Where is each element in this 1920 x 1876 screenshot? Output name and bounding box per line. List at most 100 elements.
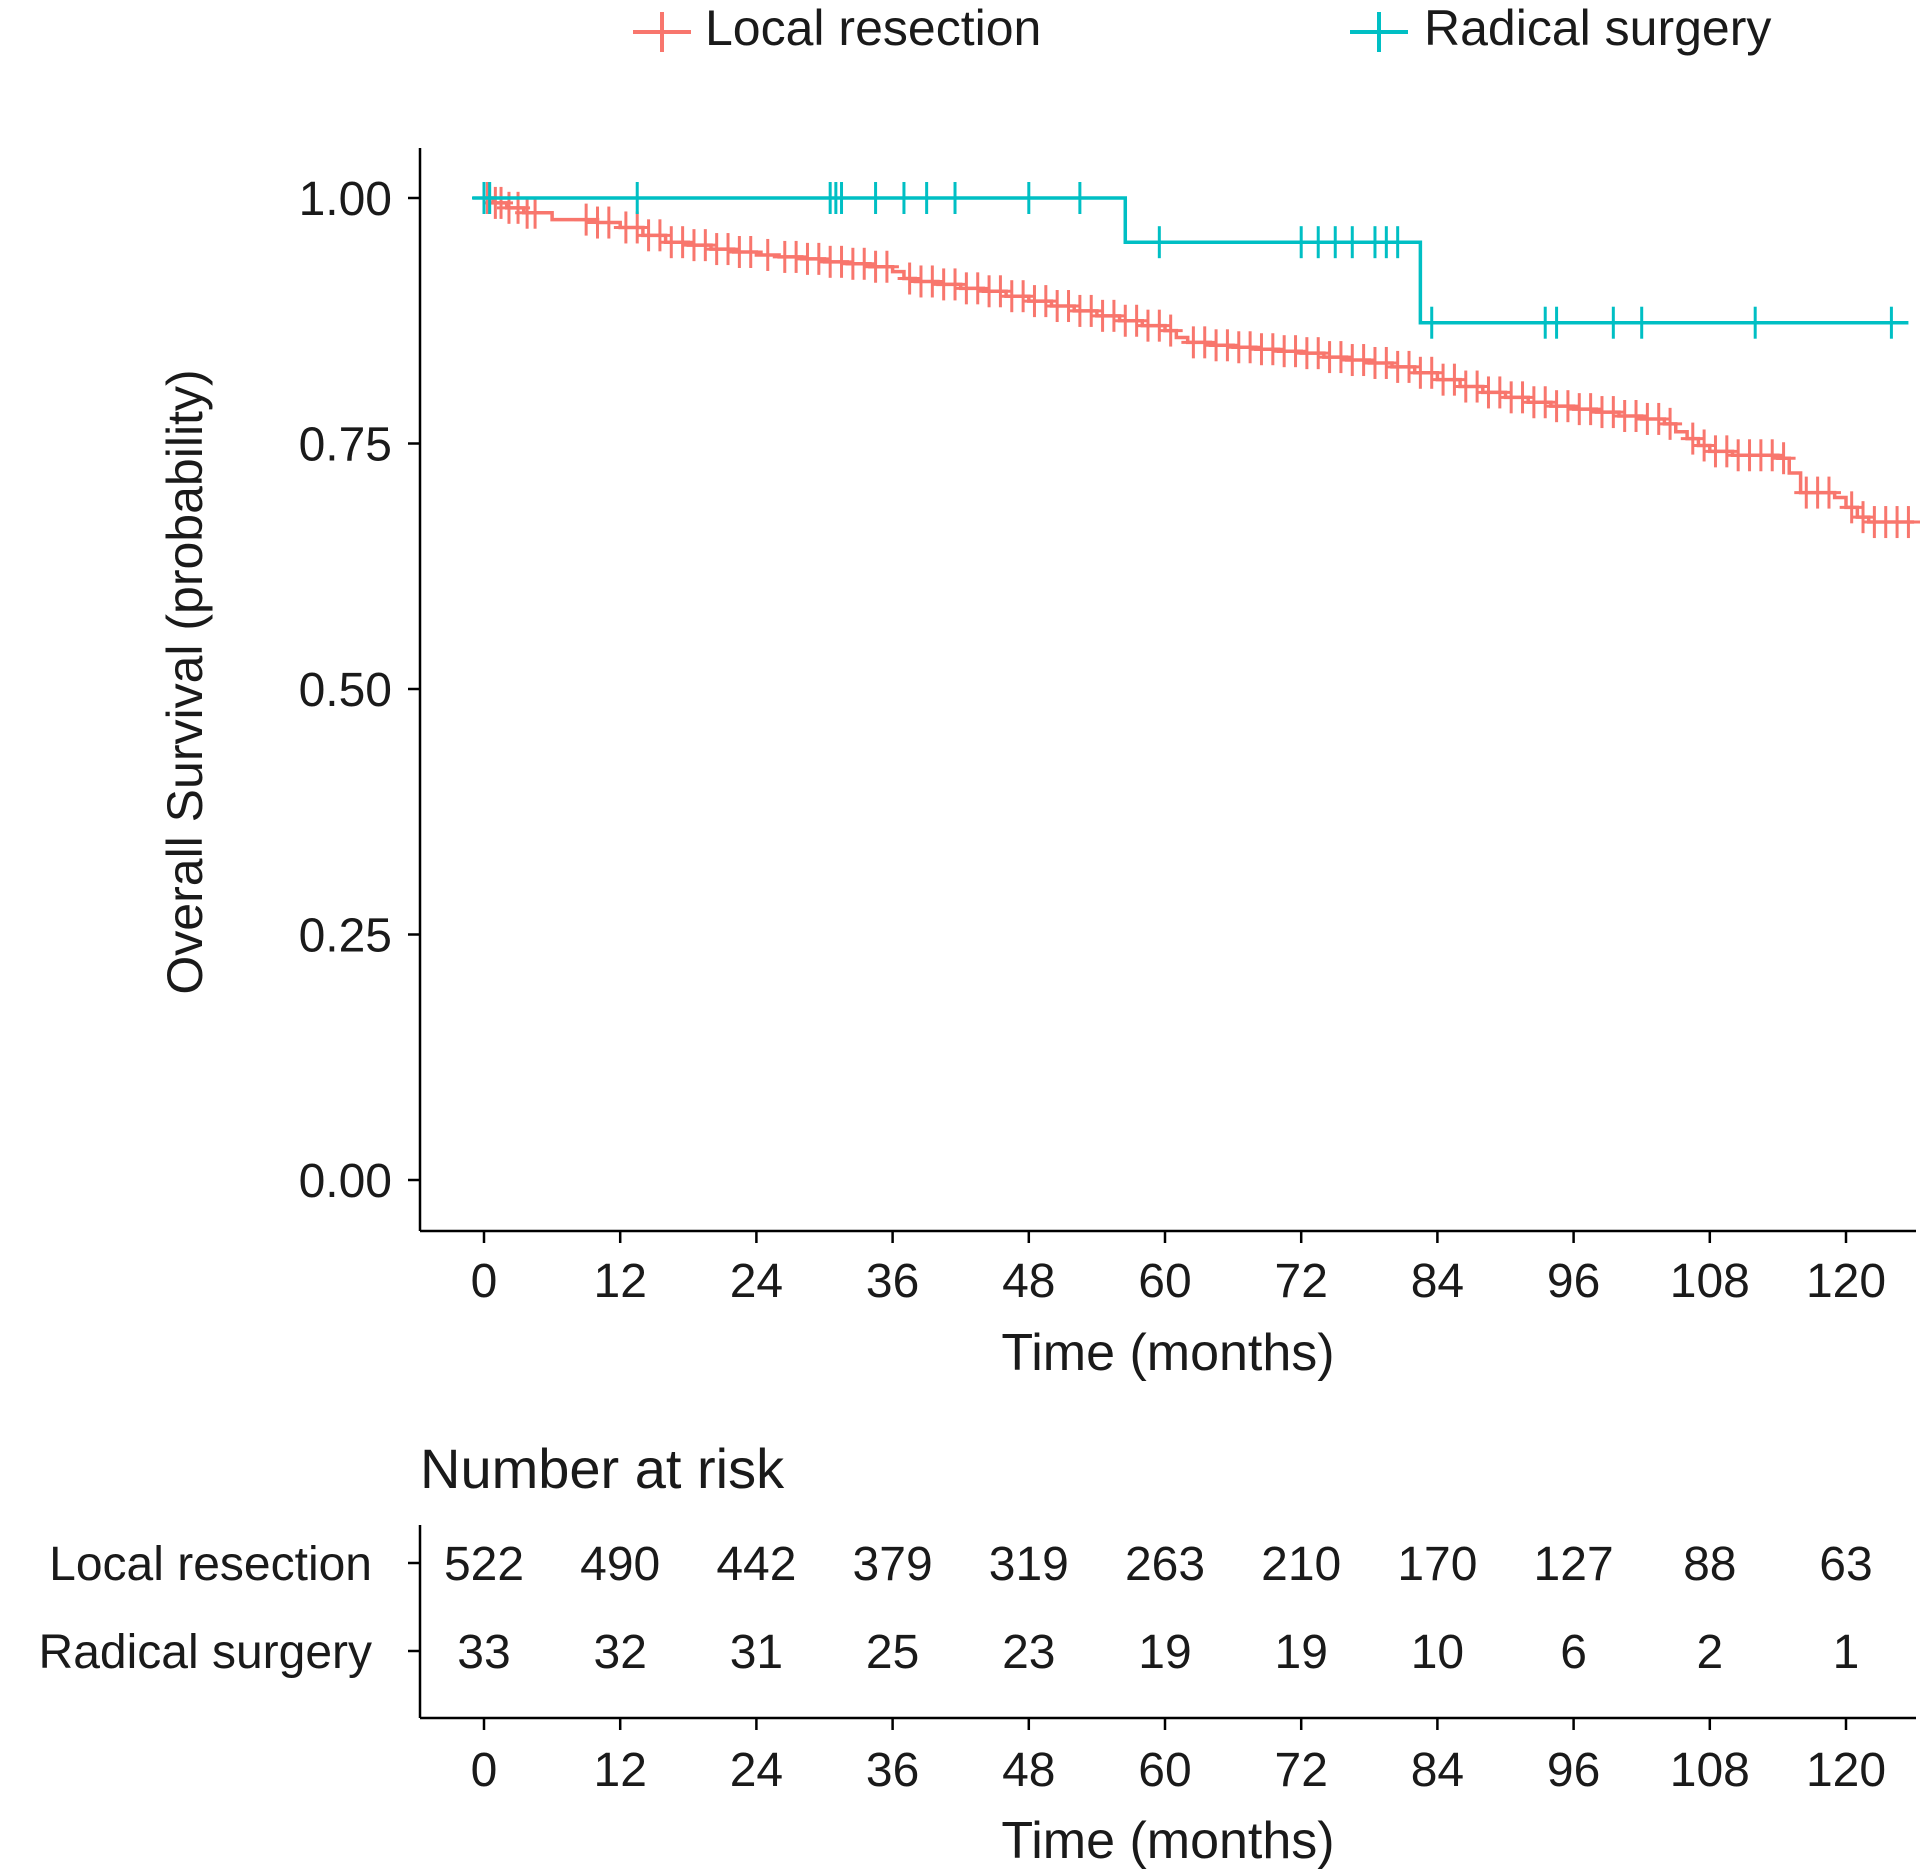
local-censor-mark — [1555, 390, 1580, 423]
local-censor-mark — [1714, 435, 1739, 468]
radical-censor-mark — [891, 182, 916, 214]
risk-x-tick-label: 96 — [1547, 1744, 1600, 1797]
x-tick-label: 24 — [730, 1255, 783, 1308]
series-radical-surgery — [472, 182, 1909, 339]
local-censor-mark — [523, 196, 548, 229]
radical-censor-mark — [1743, 306, 1768, 339]
risk-row-label: Radical surgery — [39, 1626, 372, 1679]
risk-count: 23 — [1002, 1626, 1055, 1679]
local-censor-mark — [806, 242, 831, 275]
local-censor-mark — [1646, 402, 1671, 435]
radical-censor-mark — [863, 182, 888, 214]
radical-censor-mark — [943, 182, 968, 214]
local-censor-mark — [1419, 356, 1444, 389]
local-censor-mark — [1192, 326, 1217, 359]
radical-censor-mark — [914, 182, 939, 214]
local-censor-mark — [1692, 429, 1717, 462]
local-censor-mark — [1601, 396, 1626, 429]
risk-row-label: Local resection — [49, 1538, 372, 1591]
local-censor-mark — [1238, 331, 1263, 364]
local-censor-mark — [1374, 346, 1399, 379]
x-tick-label: 36 — [866, 1255, 919, 1308]
risk-count: 2 — [1696, 1626, 1723, 1679]
local-censor-mark — [784, 240, 809, 273]
local-censor-mark — [1680, 422, 1705, 455]
y-axis-ticks: 0.00 0.25 0.50 0.75 1.00 — [299, 173, 420, 1208]
risk-x-tick-label: 24 — [730, 1744, 783, 1797]
local-censor-mark — [1260, 333, 1285, 366]
local-censor-mark — [1896, 506, 1920, 539]
local-censor-mark — [965, 272, 990, 305]
radical-censor-mark — [1016, 182, 1041, 214]
local-censor-mark — [1658, 407, 1683, 440]
risk-table-rows: Local resection 522 490 442 379 319 263 210 170 1… — [39, 1538, 1873, 1679]
risk-count: 442 — [716, 1538, 796, 1591]
local-censor-mark — [1771, 442, 1796, 475]
x-tick-label: 0 — [471, 1255, 498, 1308]
risk-table-title: Number at risk — [420, 1437, 785, 1500]
local-censor-mark — [852, 247, 877, 280]
y-tick-label: 0.75 — [299, 419, 392, 472]
x-tick-label: 72 — [1275, 1255, 1328, 1308]
x-axis-title: Time (months) — [1001, 1324, 1334, 1382]
y-tick-label: 1.00 — [299, 173, 392, 226]
local-censor-mark — [1328, 341, 1353, 374]
risk-count: 127 — [1534, 1538, 1614, 1591]
risk-count: 25 — [866, 1626, 919, 1679]
risk-count: 19 — [1138, 1626, 1191, 1679]
local-censor-mark — [755, 238, 780, 271]
local-censor-mark — [1011, 280, 1036, 313]
x-tick-label: 108 — [1670, 1255, 1750, 1308]
radical-censor-mark — [1879, 306, 1904, 339]
risk-count: 210 — [1261, 1538, 1341, 1591]
local-censor-mark — [1442, 363, 1467, 396]
local-censor-mark — [920, 265, 945, 298]
local-censor-mark — [943, 268, 968, 301]
local-censor-mark — [1816, 476, 1841, 509]
risk-count: 32 — [594, 1626, 647, 1679]
series-local-resection — [475, 182, 1920, 539]
risk-count: 319 — [989, 1538, 1069, 1591]
risk-count: 19 — [1275, 1626, 1328, 1679]
legend-item-local: Local resection — [633, 0, 1041, 56]
risk-count: 379 — [853, 1538, 933, 1591]
risk-x-tick-label: 36 — [866, 1744, 919, 1797]
local-censor-mark — [625, 211, 650, 244]
local-censor-mark — [1510, 381, 1535, 414]
risk-table: Number at risk Local resection 522 490 442 3… — [39, 1437, 1916, 1870]
legend-item-radical: Radical surgery — [1350, 0, 1771, 56]
local-censor-mark — [1158, 314, 1183, 347]
local-censor-mark — [1465, 370, 1490, 403]
risk-count: 6 — [1560, 1626, 1587, 1679]
y-tick-label: 0.50 — [299, 664, 392, 717]
local-censor-mark — [1533, 386, 1558, 419]
x-axis-ticks: 0 12 24 36 48 60 72 84 96 108 120 — [471, 1231, 1886, 1308]
risk-x-tick-label: 12 — [594, 1744, 647, 1797]
local-censor-mark — [1578, 393, 1603, 426]
risk-count: 33 — [457, 1626, 510, 1679]
local-censor-mark — [1079, 294, 1104, 327]
local-censor-mark — [988, 275, 1013, 308]
local-censor-mark — [1283, 335, 1308, 368]
x-tick-label: 120 — [1806, 1255, 1886, 1308]
local-censor-mark — [1487, 376, 1512, 409]
radical-censor-mark — [1629, 306, 1654, 339]
risk-count: 170 — [1397, 1538, 1477, 1591]
local-censor-mark — [716, 233, 741, 266]
radical-censor-mark — [829, 182, 854, 214]
legend-local-label: Local resection — [705, 0, 1041, 56]
y-tick-label: 0.25 — [299, 910, 392, 963]
local-censor-mark — [1033, 285, 1058, 318]
risk-count: 63 — [1819, 1538, 1872, 1591]
local-censor-mark — [1101, 299, 1126, 332]
legend: Local resection Radical surgery — [633, 0, 1771, 56]
local-censor-mark — [1760, 439, 1785, 472]
radical-censor-mark — [1385, 226, 1410, 259]
x-tick-label: 84 — [1411, 1255, 1464, 1308]
radical-censor-mark — [1419, 306, 1444, 339]
risk-count: 263 — [1125, 1538, 1205, 1591]
risk-x-tick-label: 72 — [1275, 1744, 1328, 1797]
local-censor-mark — [897, 262, 922, 295]
local-censor-mark — [738, 236, 763, 269]
